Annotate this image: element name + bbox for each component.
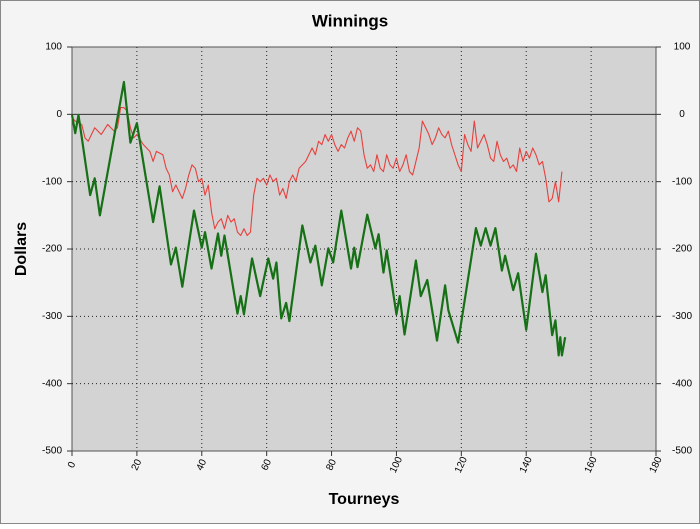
x-axis-title: Tourneys bbox=[329, 491, 400, 508]
y-tick-label: 0 bbox=[56, 109, 62, 120]
x-tick-label: 60 bbox=[259, 457, 274, 472]
y2-tick-label: -100 bbox=[672, 176, 692, 187]
y-tick-label: 100 bbox=[45, 42, 62, 53]
y2-tick-label: -200 bbox=[672, 244, 692, 255]
y2-tick-label: 0 bbox=[679, 109, 685, 120]
y2-tick-label: 100 bbox=[674, 42, 691, 53]
chart-title: Winnings bbox=[312, 11, 388, 30]
y2-tick-label: -400 bbox=[672, 378, 692, 389]
y-tick-label: -300 bbox=[42, 311, 62, 322]
y2-tick-label: -300 bbox=[672, 311, 692, 322]
y2-tick-label: -500 bbox=[672, 446, 692, 457]
y-tick-label: -500 bbox=[42, 446, 62, 457]
y-axis-title: Dollars bbox=[13, 222, 30, 276]
x-tick-label: 20 bbox=[130, 457, 145, 472]
x-tick-label: 0 bbox=[66, 460, 79, 470]
series-line bbox=[71, 107, 563, 237]
y-tick-label: -100 bbox=[42, 176, 62, 187]
x-tick-label: 40 bbox=[195, 457, 210, 472]
x-tick-label: 80 bbox=[324, 457, 339, 472]
y-tick-label: -400 bbox=[42, 378, 62, 389]
y-tick-label: -200 bbox=[42, 244, 62, 255]
series-line bbox=[70, 80, 567, 357]
